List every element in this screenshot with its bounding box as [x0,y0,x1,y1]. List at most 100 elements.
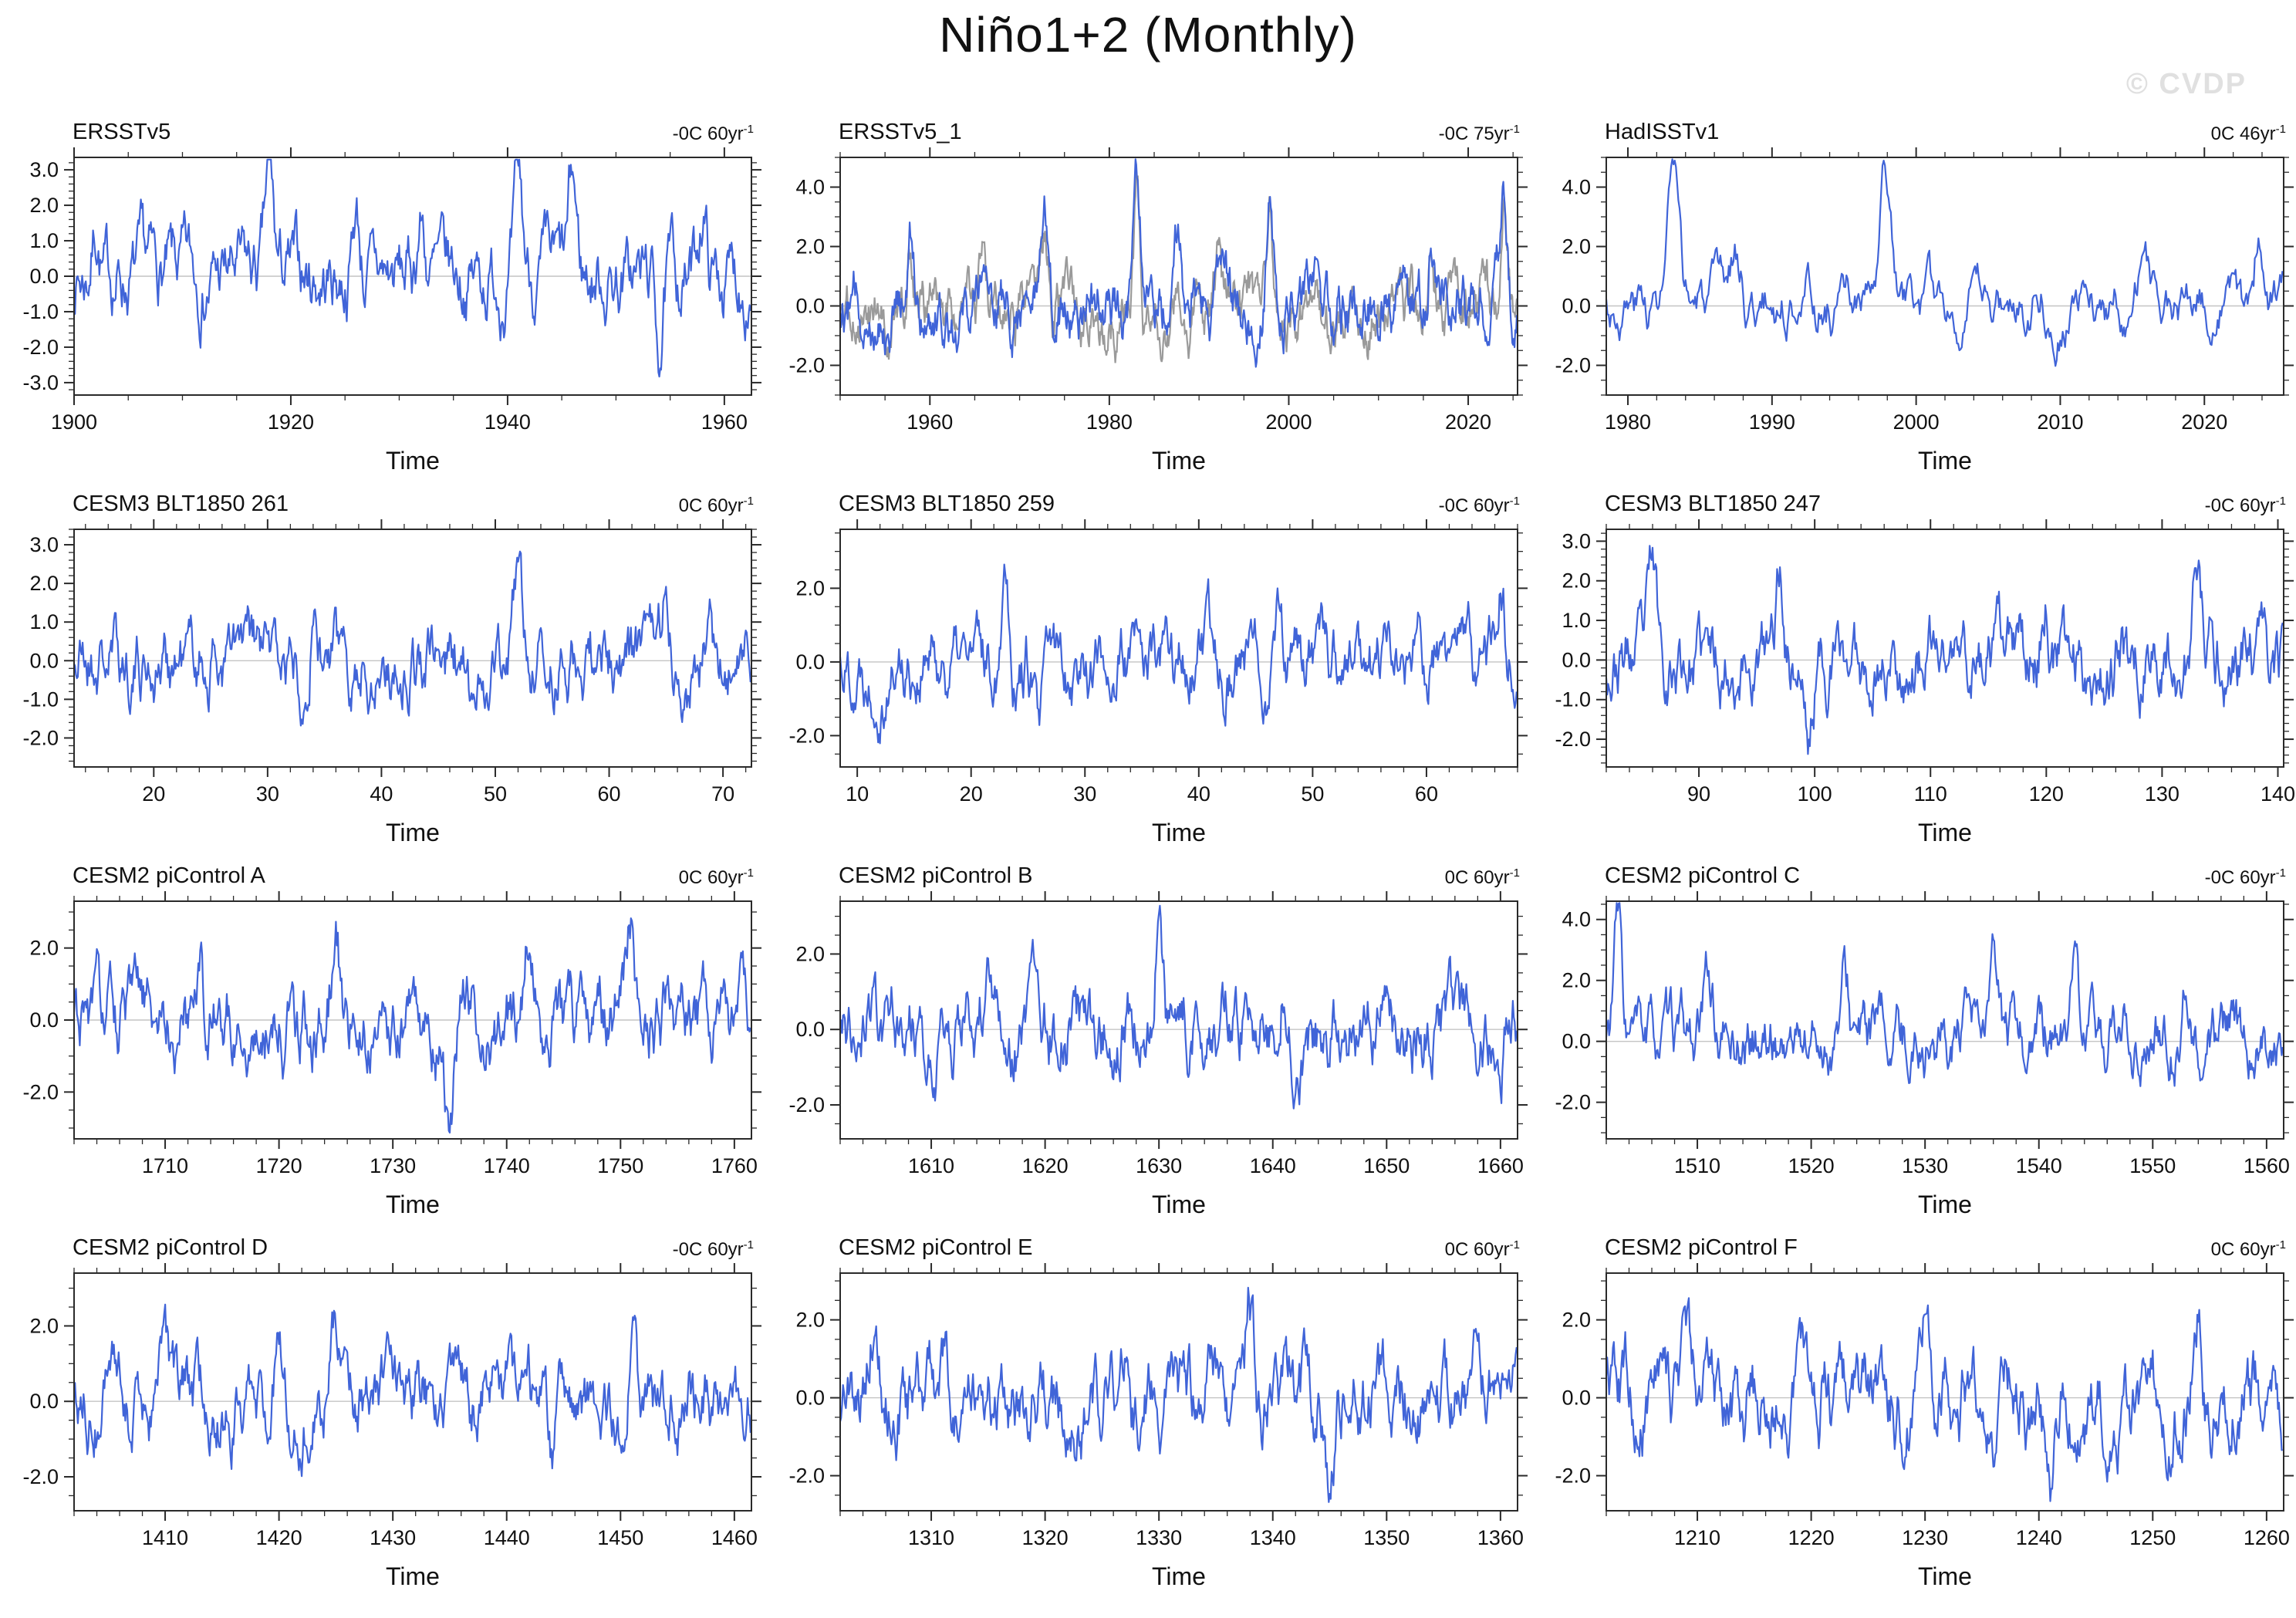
x-axis-title: Time [1152,819,1206,846]
y-tick-label: 0.0 [1562,295,1591,318]
x-tick-label: 1730 [370,1154,416,1177]
x-tick-label: 2000 [1265,410,1312,434]
x-tick-label: 1530 [1902,1154,1948,1177]
panel-header: CESM3 BLT1850 261 0C 60yr-1 [5,486,765,519]
x-axis-title: Time [1918,819,1972,846]
axis-tick-labels: 2.0 0.0 -2.0 1410 1420 1430 1440 1450 1460 [22,1314,757,1549]
x-tick-label: 20 [142,782,165,806]
x-tick-label: 2020 [2181,410,2227,434]
x-tick-label: 130 [2145,782,2180,806]
x-tick-label: 1320 [1022,1526,1069,1549]
axis-tick-labels: 3.0 2.0 1.0 0.0 -1.0 -2.0 -3.0 1900 1920 1940 1960 [22,158,747,434]
x-axis-title: Time [1152,1562,1206,1590]
plot-frame [839,529,1518,768]
series-line [839,158,1518,368]
secondary-series-line [839,171,1518,363]
panel-title: HadISSTv1 [1605,120,1720,144]
y-tick-label: -2.0 [1555,1091,1591,1114]
x-tick-label: 120 [2029,782,2064,806]
y-tick-label: 0.0 [1562,1030,1591,1053]
x-tick-label: 1520 [1788,1154,1835,1177]
x-axis-title: Time [386,819,440,846]
panel-header: CESM3 BLT1850 247 -0C 60yr-1 [1537,486,2296,519]
y-tick-label: 3.0 [29,533,59,556]
axis-tick-labels: 2.0 0.0 -2.0 1210 1220 1230 1240 1250 1260 [1555,1309,2289,1549]
panel-cesm2-picontrol-e: CESM2 piControl E 0C 60yr-1 2.0 0.0 -2.0 13… [771,1230,1531,1593]
axis-tick-labels: 2.0 0.0 -2.0 1710 1720 1730 1740 1750 1760 [22,937,757,1177]
series-line [839,563,1518,745]
panel-title: CESM3 BLT1850 247 [1605,491,1821,516]
x-tick-label: 1740 [484,1154,530,1177]
x-tick-label: 110 [1914,782,1947,806]
x-tick-label: 60 [598,782,621,806]
time-series-plot: 2.0 0.0 -2.0 1210 1220 1230 1240 1250 1260 Time [1555,1263,2294,1590]
x-tick-label: 1460 [711,1526,758,1549]
trend-annotation: 0C 46yr-1 [2210,123,2286,144]
time-series-plot: 2.0 0.0 -2.0 1710 1720 1730 1740 1750 1760 Time [22,891,761,1218]
x-axis-title: Time [386,447,440,475]
panel-title: ERSSTv5 [73,120,171,144]
plot-frame [1606,1272,2284,1512]
axis-ticks [64,147,761,405]
y-tick-label: 0.0 [1562,1387,1591,1410]
panel-title: CESM2 piControl D [73,1235,268,1260]
y-tick-label: 0.0 [1562,648,1591,671]
x-axis-title: Time [1918,1191,1972,1218]
panel-cesm3-blt1850-261: CESM3 BLT1850 261 0C 60yr-1 3.0 2.0 1.0 0.0… [5,486,765,849]
x-tick-label: 10 [846,782,869,806]
panel-header: CESM2 piControl D -0C 60yr-1 [5,1230,765,1262]
y-tick-label: -1.0 [22,687,59,711]
panel-title: CESM2 piControl A [73,863,265,888]
series-line [73,550,751,727]
series-line [839,904,1518,1110]
y-tick-label: 2.0 [795,1309,825,1332]
axis-ticks [830,147,1528,405]
x-tick-label: 60 [1415,782,1438,806]
axis-ticks [830,891,1528,1149]
x-tick-label: 100 [1798,782,1832,806]
x-tick-label: 1620 [1022,1154,1069,1177]
page-title: Niño1+2 (Monthly) [939,7,1357,62]
x-tick-label: 40 [370,782,393,806]
trend-annotation: -0C 60yr-1 [672,123,754,144]
series-line [839,1286,1518,1503]
x-tick-label: 1940 [485,410,531,434]
y-tick-label: 3.0 [1562,529,1591,552]
panel-header: CESM2 piControl E 0C 60yr-1 [771,1230,1531,1262]
axis-ticks [830,1263,1528,1521]
time-series-plot: 4.0 2.0 0.0 -2.0 1980 1990 2000 2010 2020 Time [1555,147,2294,475]
x-tick-label: 1920 [268,410,314,434]
y-tick-label: 2.0 [795,235,825,258]
panel-hadisstv1: HadISSTv1 0C 46yr-1 4.0 2.0 0.0 -2.0 1980 199… [1537,114,2296,477]
y-tick-label: 2.0 [1562,1309,1591,1332]
x-tick-label: 1540 [2016,1154,2062,1177]
y-tick-label: 0.0 [795,1018,825,1041]
x-tick-label: 1660 [1477,1154,1524,1177]
x-tick-label: 30 [1073,782,1096,806]
y-tick-label: -2.0 [1555,354,1591,377]
x-tick-label: 1230 [1902,1526,1948,1549]
time-series-plot: 2.0 0.0 -2.0 1310 1320 1330 1340 1350 1360 Time [788,1263,1528,1590]
y-tick-label: 0.0 [29,265,59,288]
x-tick-label: 1560 [2244,1154,2290,1177]
axis-ticks [830,519,1528,777]
y-tick-label: 2.0 [1562,235,1591,258]
x-tick-label: 2010 [2037,410,2083,434]
panel-header: ERSSTv5_1 -0C 75yr-1 [771,114,1531,147]
axis-ticks [64,891,761,1149]
series-line [73,158,751,378]
axis-ticks [1596,1263,2294,1521]
axis-ticks [1596,891,2294,1149]
plot-frame [73,1272,752,1512]
panel-title: CESM2 piControl C [1605,863,1801,888]
x-axis-title: Time [386,1191,440,1218]
x-tick-label: 1420 [256,1526,302,1549]
y-tick-label: 0.0 [29,1008,59,1032]
panel-title: CESM3 BLT1850 259 [839,491,1055,516]
y-tick-label: -1.0 [22,300,59,323]
plot-frame [839,1272,1518,1512]
axis-tick-labels: 3.0 2.0 1.0 0.0 -1.0 -2.0 90 100 110 120 130 140 [1555,529,2295,806]
panel-header: ERSSTv5 -0C 60yr-1 [5,114,765,147]
plot-frame [839,900,1518,1140]
